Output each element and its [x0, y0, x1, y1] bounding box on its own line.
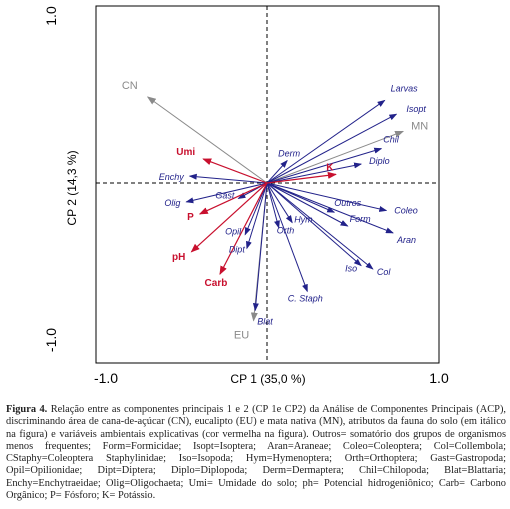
fauna-label-c-staph: C. Staph [288, 293, 323, 303]
fauna-label-blat: Blat [257, 316, 273, 326]
env-arrow-umi [202, 158, 268, 184]
x-axis-label: CP 1 (35,0 %) [230, 372, 305, 386]
pca-biplot: CN EU MN Larvas Isopt Chil Diplo Derm Coleo Aran O… [43, 5, 449, 386]
fauna-arrow-opil [244, 182, 268, 236]
fauna-label-chil: Chil [383, 135, 400, 145]
site-label-cn: CN [122, 80, 138, 92]
figure-caption: Figura 4. Relação entre as componentes p… [6, 404, 506, 502]
site-arrow-mn [266, 130, 405, 184]
fauna-label-hym: Hym [294, 215, 313, 225]
fauna-arrow-enchy [188, 173, 268, 184]
fauna-arrow-outros [266, 182, 336, 213]
site-label-mn: MN [411, 120, 428, 132]
fauna-label-derm: Derm [278, 149, 301, 159]
fauna-arrow-dipt [246, 182, 268, 250]
fauna-label-diplo: Diplo [369, 156, 390, 166]
x-tick-min: -1.0 [94, 370, 118, 386]
fauna-label-opil: Opil [225, 227, 242, 237]
fauna-arrow-iso [266, 182, 362, 267]
fauna-arrow-isopt [266, 113, 398, 184]
site-label-eu: EU [234, 330, 249, 342]
site-arrow-cn [146, 96, 268, 184]
fauna-label-form: Form [350, 214, 372, 224]
env-label-ph: pH [172, 252, 185, 263]
fauna-arrow-hym [266, 182, 293, 224]
env-arrow-k [266, 171, 337, 184]
y-tick-min: -1.0 [43, 328, 59, 352]
x-tick-max: 1.0 [429, 370, 449, 386]
env-label-carb: Carb [205, 278, 228, 289]
fauna-label-dipt: Dipt [229, 244, 246, 254]
arrows-layer [146, 96, 405, 322]
fauna-label-gast: Gast [215, 190, 235, 200]
fauna-arrow-olig [185, 182, 268, 204]
caption-text: Relação entre as componentes principais … [6, 404, 507, 502]
fauna-label-isopt: Isopt [406, 104, 426, 114]
fauna-arrow-c-staph [266, 182, 308, 293]
fauna-arrow-col [266, 182, 374, 270]
fauna-label-larvas: Larvas [391, 83, 419, 93]
env-arrow-carb [219, 182, 268, 276]
y-tick-max: 1.0 [43, 6, 59, 26]
env-arrow-p [198, 182, 268, 215]
env-label-p: P [187, 212, 194, 223]
fauna-arrow-blat [252, 182, 268, 312]
labels-layer: CN EU MN Larvas Isopt Chil Diplo Derm Coleo Aran O… [122, 80, 428, 342]
caption-label: Figura 4. [6, 404, 48, 415]
fauna-label-olig: Olig [164, 198, 180, 208]
fauna-label-aran: Aran [396, 235, 416, 245]
fauna-label-outros: Outros [334, 198, 362, 208]
fauna-arrow-form [266, 182, 349, 227]
fauna-arrow-diplo [266, 162, 363, 184]
fauna-label-coleo: Coleo [394, 206, 418, 216]
fauna-label-col: Col [377, 267, 392, 277]
fauna-arrow-chil [266, 147, 383, 184]
fauna-label-iso: Iso [345, 264, 357, 274]
fauna-arrow-derm [266, 159, 288, 184]
y-axis-label: CP 2 (14,3 %) [65, 150, 79, 225]
env-label-k: K [326, 162, 334, 173]
fauna-arrow-coleo [266, 182, 388, 212]
env-arrow-ph [190, 182, 268, 253]
fauna-arrow-larvas [266, 99, 386, 184]
fauna-arrow-orth [266, 182, 280, 229]
fauna-label-orth: Orth [277, 226, 295, 236]
fauna-label-enchy: Enchy [159, 172, 185, 182]
env-label-umi: Umi [176, 147, 195, 158]
